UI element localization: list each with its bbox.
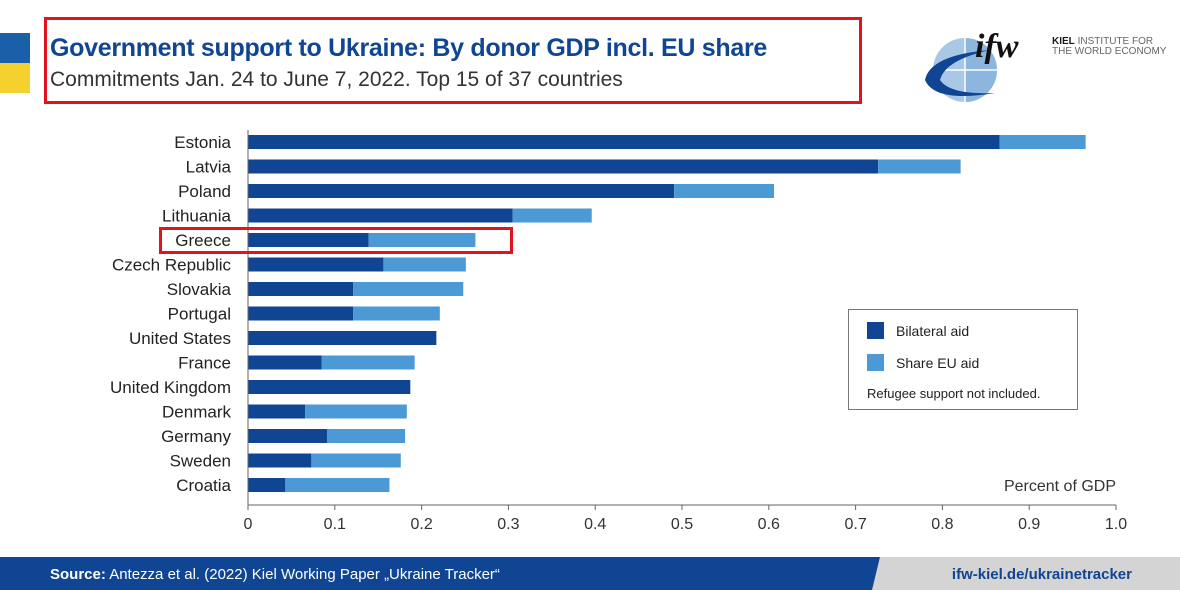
legend-label: Bilateral aid [896,322,970,339]
logo-text: KIEL INSTITUTE FOR THE WORLD ECONOMY [1052,36,1167,57]
bilateral-bar-germany [248,429,327,443]
eu-share-bar-sweden [311,453,401,468]
flag-yellow [0,63,30,93]
x-tick-label: 0.3 [497,516,519,533]
eu-share-bar-estonia [999,135,1086,149]
eu-share-bar-poland [674,184,775,198]
bilateral-bar-slovakia [248,282,354,296]
ifw-globe-logo: ifw [925,28,1019,102]
category-label: Sweden [170,452,231,471]
x-axis-label: Percent of GDP [1004,478,1116,495]
eu-share-bar-germany [326,429,406,443]
bilateral-bar-united-kingdom [248,380,411,394]
legend-swatch [867,322,884,339]
bilateral-bar-czech-republic [248,257,384,272]
x-tick-label: 0 [244,516,253,533]
bilateral-bar-croatia [248,478,286,492]
bilateral-bar-estonia [248,135,1000,149]
x-tick-label: 1.0 [1105,516,1127,533]
eu-share-bar-france [321,355,415,370]
source-url-link[interactable]: ifw-kiel.de/ukrainetracker [951,566,1132,583]
eu-share-bar-croatia [285,478,390,492]
page-title: Government support to Ukraine: By donor … [50,34,767,62]
legend-swatch [867,354,884,371]
greece-highlight-box [159,227,513,254]
legend-label: Share EU aid [896,354,980,371]
eu-share-bar-greece [368,233,476,247]
bilateral-bar-france [248,355,322,370]
bilateral-bar-portugal [248,306,354,321]
category-label: Croatia [176,476,231,495]
category-label: Latvia [186,158,232,177]
footer-url-panel [872,557,1180,590]
category-label: Greece [175,231,231,250]
category-label: United States [129,329,231,348]
x-tick-label: 0.4 [584,516,606,533]
category-label: Slovakia [167,280,232,299]
eu-share-bar-lithuania [512,208,592,223]
x-tick-label: 0.6 [758,516,780,533]
x-tick-label: 0.2 [410,516,432,533]
eu-share-bar-portugal [353,306,440,321]
legend-note: Refugee support not included. [867,386,1041,401]
category-label: Denmark [162,403,231,422]
legend: Bilateral aid Share EU aid Refugee suppo… [848,309,1078,410]
eu-share-bar-slovakia [353,282,464,296]
category-label: Germany [161,427,231,446]
x-tick-label: 0.7 [844,516,866,533]
category-label: Poland [178,182,231,201]
x-tick-label: 0.5 [671,516,693,533]
page-subtitle: Commitments Jan. 24 to June 7, 2022. Top… [50,68,623,91]
eu-share-bar-latvia [878,159,961,174]
bilateral-bar-denmark [248,404,306,419]
eu-share-bar-denmark [305,404,407,419]
category-label: Lithuania [162,207,232,226]
legend-item-bilateral: Bilateral aid [867,322,969,339]
bilateral-bar-sweden [248,453,312,468]
source-text: Source: Antezza et al. (2022) Kiel Worki… [50,566,500,583]
x-tick-label: 0.9 [1018,516,1040,533]
x-tick-label: 0.8 [931,516,953,533]
flag-blue [0,33,30,63]
bilateral-bar-poland [248,184,675,198]
category-label: Czech Republic [112,256,232,275]
category-label: Portugal [168,305,231,324]
bilateral-bar-lithuania [248,208,513,223]
title-highlight-box [44,17,862,104]
category-label: Estonia [174,133,231,152]
category-label: France [178,354,231,373]
eu-share-bar-czech-republic [383,257,466,272]
svg-text:ifw: ifw [975,28,1019,65]
x-tick-label: 0.1 [324,516,346,533]
category-label: United Kingdom [110,378,231,397]
bilateral-bar-united-states [248,331,437,345]
bilateral-bar-greece [248,233,369,247]
legend-item-eu: Share EU aid [867,354,979,371]
bilateral-bar-latvia [248,159,879,174]
